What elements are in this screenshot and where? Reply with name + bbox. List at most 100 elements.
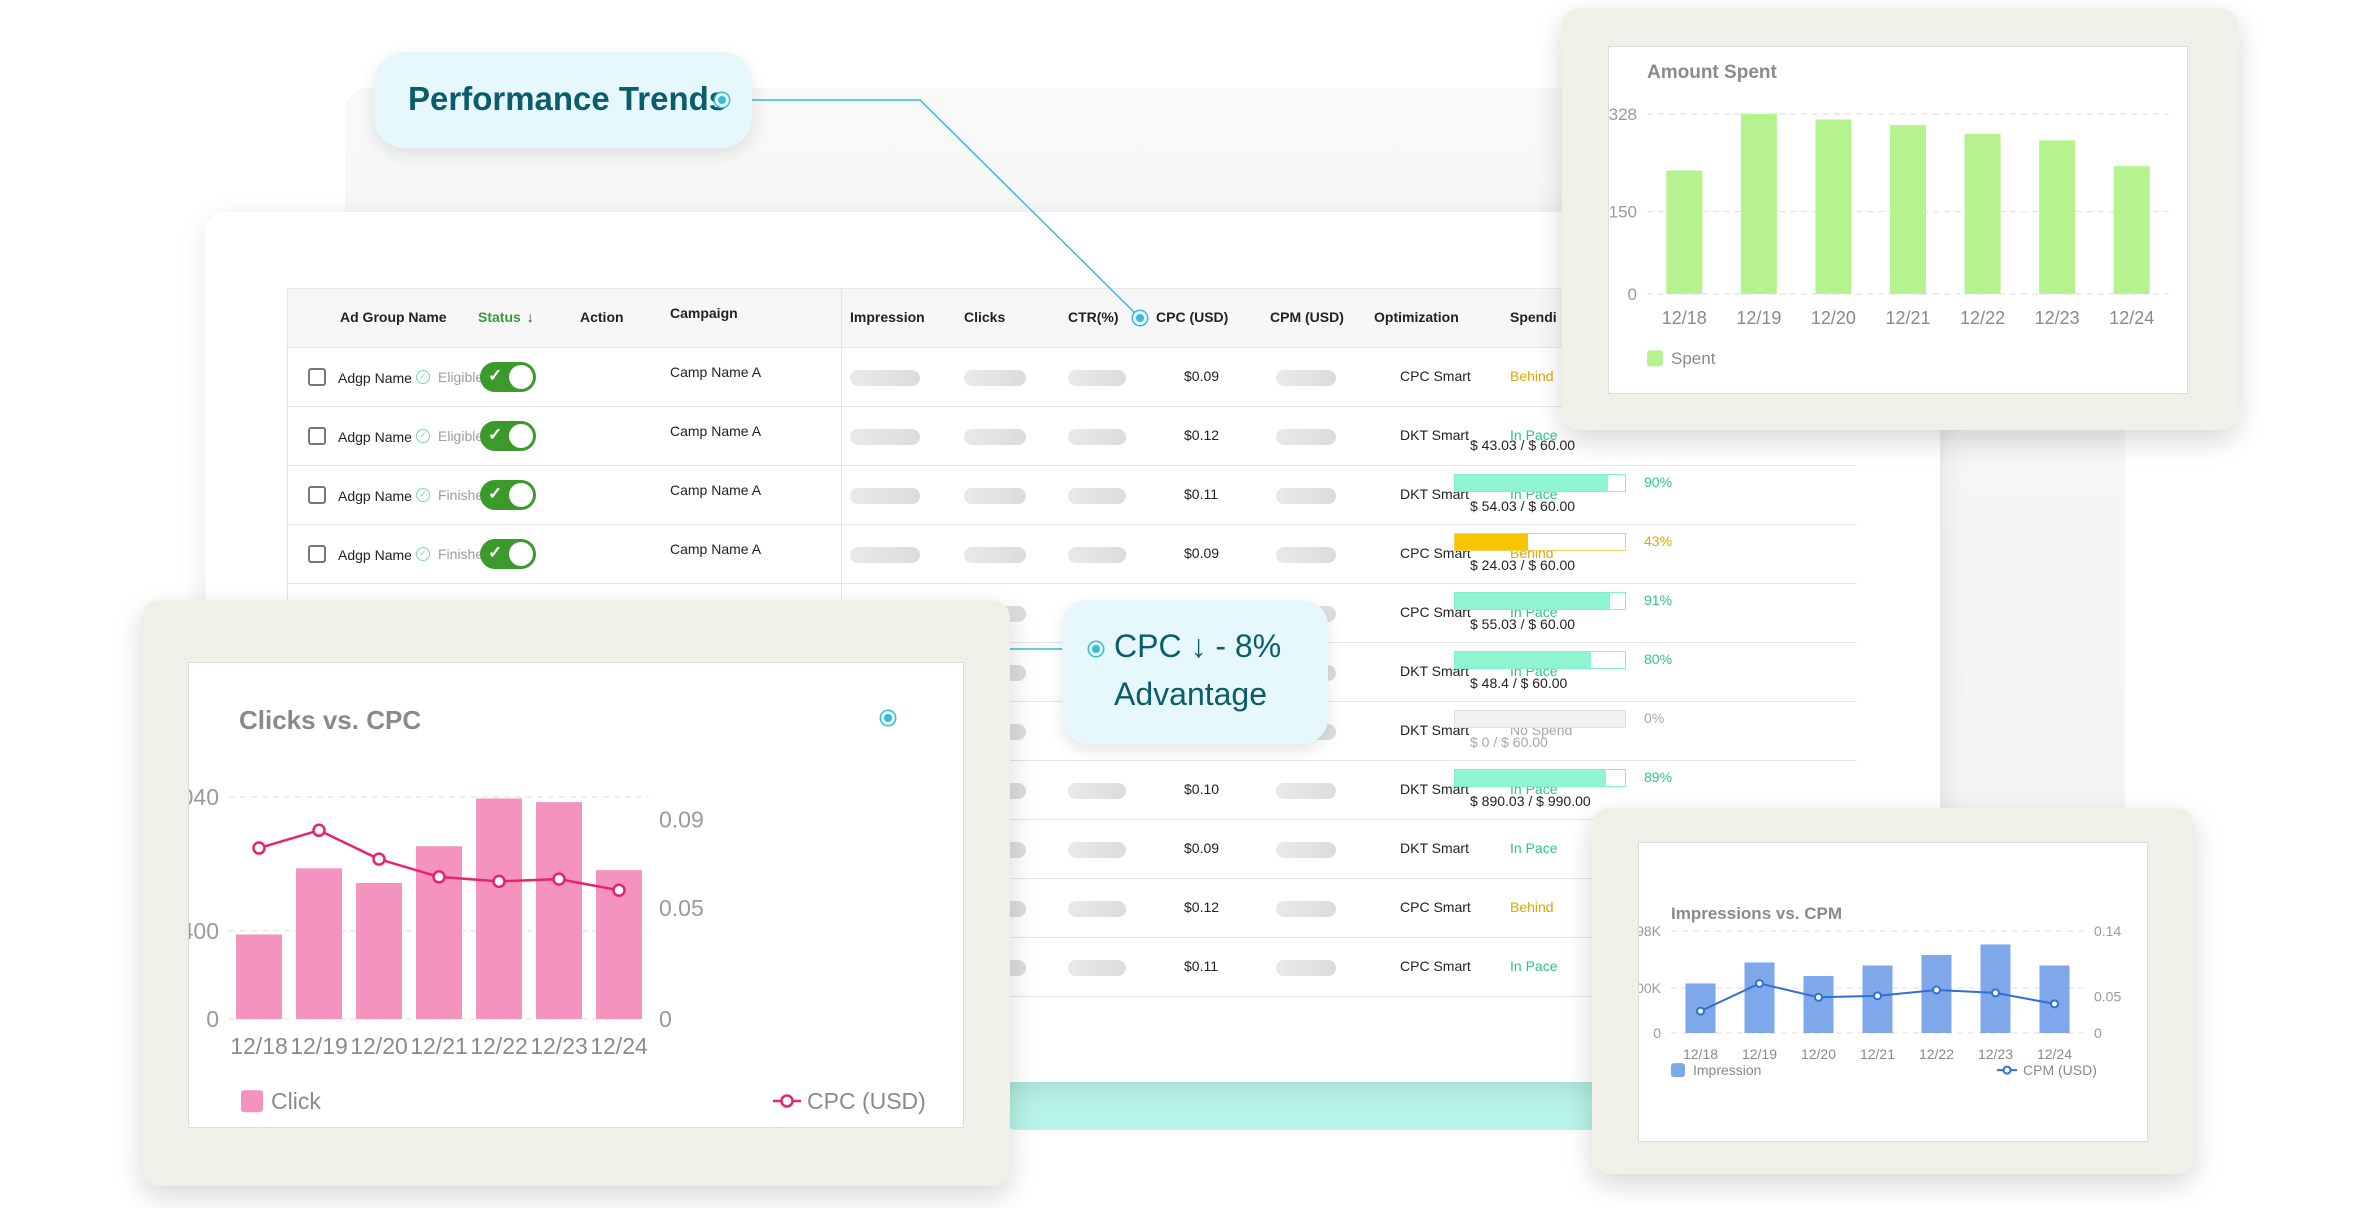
header-ad-group-name[interactable]: Ad Group Name bbox=[340, 309, 447, 325]
x-tick-label: 12/22 bbox=[1919, 1046, 1954, 1062]
metric-placeholder bbox=[850, 429, 920, 445]
toggle-knob bbox=[509, 483, 533, 507]
y-tick-label: 328 bbox=[1609, 105, 1637, 124]
callout-target-dot bbox=[1133, 311, 1147, 325]
callout-anchor-dot bbox=[715, 93, 729, 107]
check-icon: ✓ bbox=[488, 543, 503, 562]
line-point bbox=[432, 870, 446, 884]
x-tick-label: 12/22 bbox=[1960, 308, 2005, 328]
row-checkbox[interactable] bbox=[308, 427, 326, 445]
action-toggle[interactable]: ✓ bbox=[480, 362, 536, 392]
x-tick-label: 12/18 bbox=[1662, 308, 1707, 328]
x-tick-label: 12/18 bbox=[230, 1033, 288, 1059]
row-checkbox[interactable] bbox=[308, 545, 326, 563]
line-point bbox=[492, 874, 506, 889]
spend-progress-bar bbox=[1454, 769, 1626, 787]
header-cpm[interactable]: CPM (USD) bbox=[1270, 309, 1344, 325]
cpc-callout-anchor-dot bbox=[1089, 642, 1103, 656]
optimization-value: CPC Smart bbox=[1400, 899, 1471, 915]
campaign-name[interactable]: Camp Name A bbox=[670, 541, 762, 557]
cpc-callout-target-dot bbox=[881, 711, 895, 725]
metric-placeholder bbox=[850, 370, 920, 386]
line-point bbox=[1755, 978, 1764, 988]
x-tick-label: 12/18 bbox=[1683, 1046, 1718, 1062]
metric-placeholder bbox=[1276, 429, 1336, 445]
metric-placeholder bbox=[1276, 842, 1336, 858]
cpc-value: $0.11 bbox=[1184, 958, 1218, 974]
campaign-name[interactable]: Camp Name A bbox=[670, 482, 762, 498]
ad-group-name[interactable]: Adgp Name bbox=[338, 488, 412, 504]
header-cpc[interactable]: CPC (USD) bbox=[1156, 309, 1229, 325]
table-row[interactable]: Adgp Name ✓ Eligible ✓ Camp Name A $0.12 DKT S… bbox=[287, 407, 1857, 466]
y-tick-label: 0 bbox=[206, 1006, 219, 1032]
row-checkbox[interactable] bbox=[308, 368, 326, 386]
header-campaign[interactable]: Campaign bbox=[670, 305, 738, 321]
spend-progress-bar bbox=[1454, 474, 1626, 492]
action-toggle[interactable]: ✓ bbox=[480, 480, 536, 510]
legend-point bbox=[780, 1094, 794, 1108]
spend-progress-fill bbox=[1455, 652, 1591, 668]
row-checkbox[interactable] bbox=[308, 486, 326, 504]
header-optimization[interactable]: Optimization bbox=[1374, 309, 1459, 325]
ad-group-name[interactable]: Adgp Name bbox=[338, 429, 412, 445]
spend-progress-fill bbox=[1455, 770, 1607, 786]
metric-placeholder bbox=[850, 488, 920, 504]
spend-amount: $ 0 / $ 60.00 bbox=[1470, 734, 1548, 750]
legend-label: CPC (USD) bbox=[807, 1088, 926, 1114]
check-icon: ✓ bbox=[488, 366, 503, 385]
x-tick-label: 12/23 bbox=[2035, 308, 2080, 328]
cpc-value: $0.09 bbox=[1184, 840, 1220, 856]
y2-tick-label: 0 bbox=[2094, 1025, 2102, 1041]
spend-percent: 43% bbox=[1644, 533, 1673, 549]
header-ctr[interactable]: CTR(%) bbox=[1068, 309, 1119, 325]
line-point bbox=[1873, 991, 1882, 1001]
x-tick-label: 12/24 bbox=[2109, 308, 2154, 328]
table-row[interactable]: Adgp Name ✓ Eligible ✓ Camp Name A $0.09 CPC S… bbox=[287, 348, 1857, 407]
spend-progress-bar bbox=[1454, 592, 1626, 610]
amount-spent-svg: Amount Spent 0 150 328 12/18 12/19 12/20 12/21 1… bbox=[1609, 62, 2169, 368]
campaign-name[interactable]: Camp Name A bbox=[670, 364, 762, 380]
optimization-value: CPC Smart bbox=[1400, 604, 1471, 620]
table-body: Adgp Name ✓ Eligible ✓ Camp Name A $0.09 CPC S… bbox=[287, 348, 1857, 997]
spend-amount: $ 55.03 / $ 60.00 bbox=[1470, 616, 1576, 632]
table-row[interactable]: Adgp Name ✓ Finished ✓ Camp Name A $0.11 DKT S… bbox=[287, 466, 1857, 525]
clicks-vs-cpc-chart-frame: Clicks vs. CPC02400604000.050.0912/1812/… bbox=[142, 600, 1010, 1186]
header-status[interactable]: Status ↓ bbox=[478, 309, 534, 325]
cpc-callout-label: CPC bbox=[1114, 628, 1182, 664]
x-tick-label: 12/21 bbox=[410, 1033, 468, 1059]
metric-placeholder bbox=[964, 488, 1026, 504]
x-tick-label: 12/20 bbox=[1811, 308, 1856, 328]
check-circle-icon: ✓ bbox=[416, 429, 430, 443]
cpc-advantage-callout: CPC ↓ - 8% Advantage bbox=[1062, 600, 1328, 744]
impressions-vs-cpm-chart: Impressions vs. CPM 0 1500K 3398K 0 0.05 0.14 1… bbox=[1621, 842, 2148, 1142]
metric-placeholder bbox=[1068, 429, 1126, 445]
sort-down-icon[interactable]: ↓ bbox=[526, 309, 534, 325]
check-icon: ✓ bbox=[488, 484, 503, 503]
bar bbox=[356, 883, 402, 1019]
optimization-value: DKT Smart bbox=[1400, 781, 1469, 797]
bar bbox=[536, 802, 582, 1019]
spend-percent: 80% bbox=[1644, 651, 1673, 667]
header-clicks[interactable]: Clicks bbox=[964, 309, 1006, 325]
ad-group-name[interactable]: Adgp Name bbox=[338, 547, 412, 563]
action-toggle[interactable]: ✓ bbox=[480, 421, 536, 451]
line-point bbox=[252, 841, 266, 855]
column-divider bbox=[841, 525, 842, 583]
line-point bbox=[1991, 988, 2000, 998]
clicks-vs-cpc-chart: Clicks vs. CPC02400604000.050.0912/1812/… bbox=[168, 662, 964, 1128]
x-tick-label: 12/22 bbox=[470, 1033, 528, 1059]
legend-swatch bbox=[1647, 350, 1663, 367]
arrow-down-icon: ↓ bbox=[1190, 628, 1207, 664]
spend-progress-fill bbox=[1455, 475, 1608, 491]
campaign-name[interactable]: Camp Name A bbox=[670, 423, 762, 439]
action-toggle[interactable]: ✓ bbox=[480, 539, 536, 569]
ad-group-name[interactable]: Adgp Name bbox=[338, 370, 412, 386]
y-tick-label: 1500K bbox=[1639, 980, 1662, 996]
y2-tick-label: 0.05 bbox=[2094, 988, 2121, 1004]
header-action[interactable]: Action bbox=[580, 309, 624, 325]
header-impression[interactable]: Impression bbox=[850, 309, 925, 325]
header-spending[interactable]: Spendi bbox=[1510, 309, 1557, 325]
table-row[interactable]: Adgp Name ✓ Finished ✓ Camp Name A $0.09 CPC S… bbox=[287, 525, 1857, 584]
legend-label: Click bbox=[271, 1088, 321, 1114]
spend-progress-bar bbox=[1454, 651, 1626, 669]
